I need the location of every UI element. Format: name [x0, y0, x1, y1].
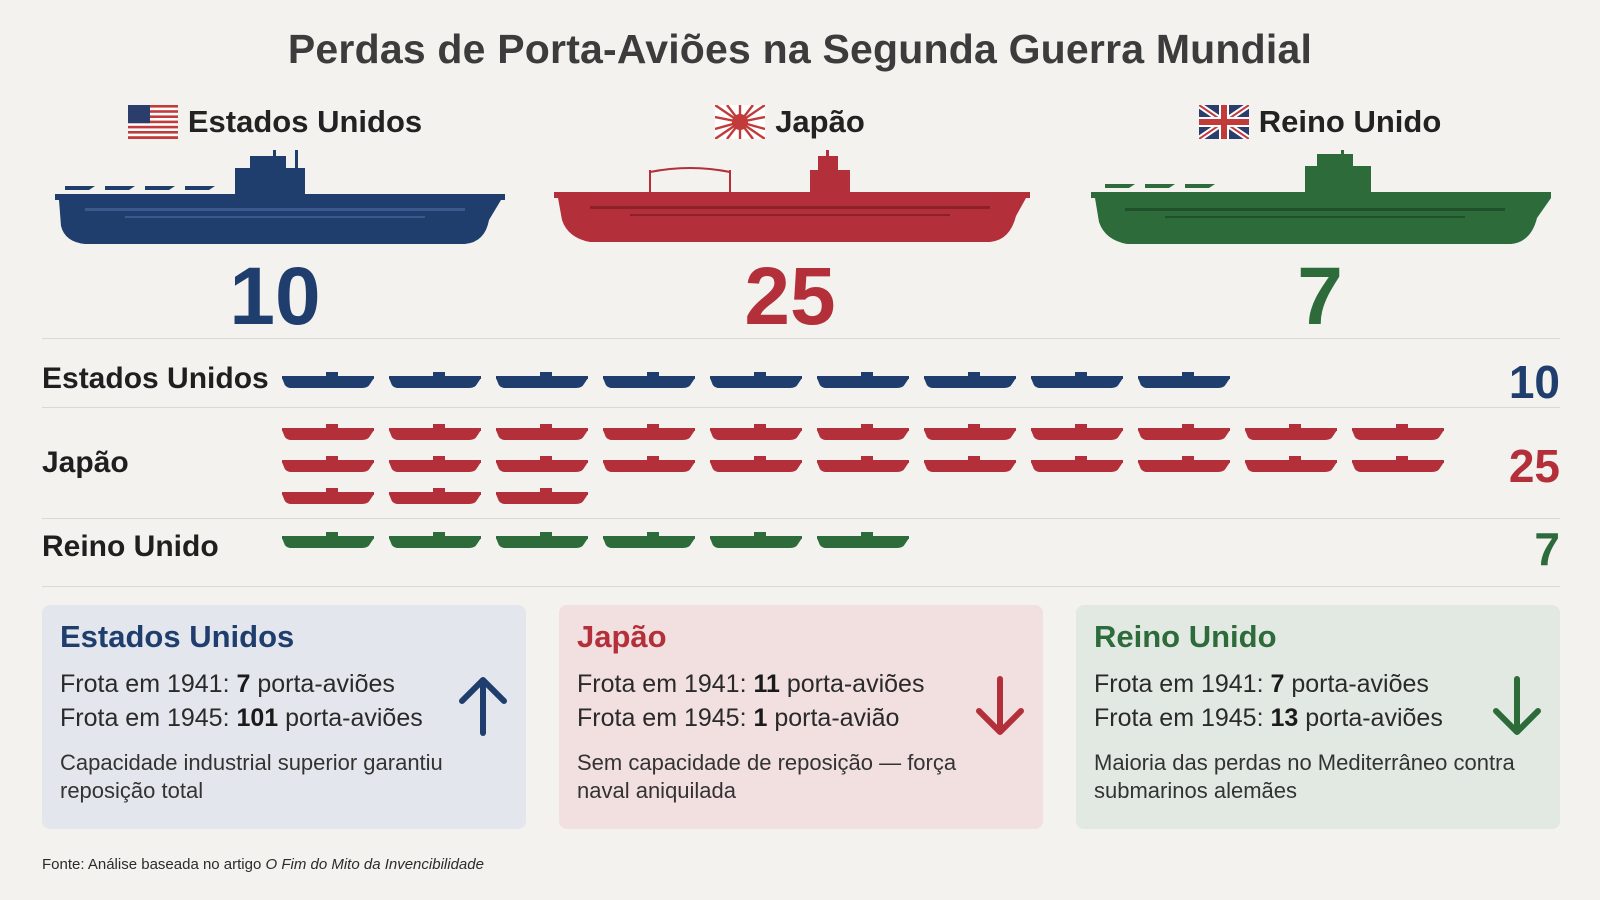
card-jp: Japão Frota em 1941: 11 porta-aviões Fro… — [559, 605, 1043, 829]
card-us-fleet-1945: Frota em 1945: 101 porta-aviões — [60, 704, 423, 732]
carrier-icon-us — [496, 372, 588, 388]
card-jp-note: Sem capacidade de reposição — força nava… — [577, 750, 957, 803]
carrier-icon-us — [282, 372, 374, 388]
carrier-icon-jp — [924, 456, 1016, 472]
row-total-us: 10 — [1508, 356, 1560, 408]
hero-uk-value: 7 — [1297, 251, 1343, 342]
row-total-uk: 7 — [1534, 523, 1560, 575]
card-jp-fleet-1941: Frota em 1941: 11 porta-aviões — [577, 670, 925, 698]
source-prefix: Fonte: Análise baseada no artigo — [42, 856, 262, 873]
carrier-icon-jp — [1245, 424, 1337, 440]
card-jp-title: Japão — [577, 619, 667, 654]
carrier-icon-us — [389, 372, 481, 388]
carrier-icon-uk — [496, 532, 588, 548]
card-uk-title: Reino Unido — [1094, 619, 1277, 654]
carrier-icon-jp — [1138, 424, 1230, 440]
uk-carrier-illustration — [1091, 150, 1551, 244]
arrow-down-icon — [976, 676, 1024, 735]
hero-jp: Japão 25 — [550, 100, 1030, 338]
card-uk-fleet-1945: Frota em 1945: 13 porta-aviões — [1094, 704, 1443, 732]
carrier-icon-uk — [603, 532, 695, 548]
carrier-icon-jp — [603, 456, 695, 472]
carrier-icon-jp — [1245, 456, 1337, 472]
carrier-icon-us — [924, 372, 1016, 388]
carrier-icon-jp — [282, 424, 374, 440]
source-note: Fonte: Análise baseada no artigo O Fim d… — [42, 856, 484, 873]
divider — [42, 338, 1560, 339]
row-label-us: Estados Unidos — [42, 362, 269, 395]
source-work: O Fim do Mito da Invencibilidade — [265, 856, 484, 873]
card-us-fleet-1941: Frota em 1941: 7 porta-aviões — [60, 670, 395, 698]
carrier-icon-jp — [1031, 456, 1123, 472]
card-uk-fleet-1941: Frota em 1941: 7 porta-aviões — [1094, 670, 1429, 698]
carrier-icon-us — [710, 372, 802, 388]
hero-uk-name: Reino Unido — [1258, 104, 1442, 139]
row-label-jp: Japão — [42, 446, 129, 479]
divider — [42, 586, 1560, 587]
carrier-icon-us — [1031, 372, 1123, 388]
hero-uk: Reino Unido 7 — [1080, 100, 1560, 338]
carrier-icon-jp — [389, 488, 481, 504]
divider — [42, 407, 1560, 408]
carrier-icon-us — [603, 372, 695, 388]
hero-us-value: 10 — [229, 251, 321, 342]
card-uk: Reino Unido Frota em 1941: 7 porta-aviõe… — [1076, 605, 1560, 829]
card-us-title: Estados Unidos — [60, 619, 295, 654]
carrier-icon-jp — [817, 424, 909, 440]
rising-sun-flag-icon — [715, 105, 766, 139]
hero-us-name: Estados Unidos — [187, 104, 423, 139]
carrier-icon-jp — [496, 424, 588, 440]
carrier-icon-jp — [1031, 424, 1123, 440]
carrier-icon-uk — [389, 532, 481, 548]
carrier-icon-us — [817, 372, 909, 388]
arrow-down-icon — [1493, 676, 1541, 735]
carrier-icon-jp — [282, 456, 374, 472]
carrier-icon-uk — [817, 532, 909, 548]
row-label-uk: Reino Unido — [42, 530, 219, 563]
union-jack-flag-icon — [1198, 105, 1249, 139]
carrier-icon-jp — [389, 424, 481, 440]
carrier-icon-us — [1138, 372, 1230, 388]
arrow-up-icon — [459, 677, 507, 736]
carrier-icon-jp — [282, 488, 374, 504]
row-total-jp: 25 — [1508, 440, 1560, 492]
carrier-icon-jp — [496, 456, 588, 472]
carrier-icon-uk — [282, 532, 374, 548]
hero-jp-name: Japão — [775, 104, 865, 139]
carrier-icon-jp — [710, 456, 802, 472]
carrier-icon-jp — [924, 424, 1016, 440]
card-us-note: Capacidade industrial superior garantiu … — [60, 750, 443, 803]
carrier-icon-jp — [710, 424, 802, 440]
page-title: Perdas de Porta-Aviões na Segunda Guerra… — [287, 26, 1313, 72]
hero-us: Estados Unidos 10 — [40, 100, 510, 338]
us-carrier-illustration — [55, 150, 505, 244]
card-us: Estados Unidos Frota em 1941: 7 porta-av… — [42, 605, 526, 829]
carrier-icon-jp — [389, 456, 481, 472]
carrier-icon-jp — [1138, 456, 1230, 472]
carrier-icon-jp — [1352, 456, 1444, 472]
card-jp-fleet-1945: Frota em 1945: 1 porta-avião — [577, 704, 900, 732]
carrier-icon-jp — [817, 456, 909, 472]
hero-jp-value: 25 — [744, 251, 836, 342]
carrier-icon-jp — [1352, 424, 1444, 440]
us-flag-icon — [127, 105, 178, 139]
carrier-icon-jp — [496, 488, 588, 504]
card-uk-note: Maioria das perdas no Mediterrâneo contr… — [1094, 750, 1515, 803]
divider — [42, 518, 1560, 519]
carrier-icon-uk — [710, 532, 802, 548]
carrier-icon-jp — [603, 424, 695, 440]
jp-carrier-illustration — [554, 150, 1030, 242]
